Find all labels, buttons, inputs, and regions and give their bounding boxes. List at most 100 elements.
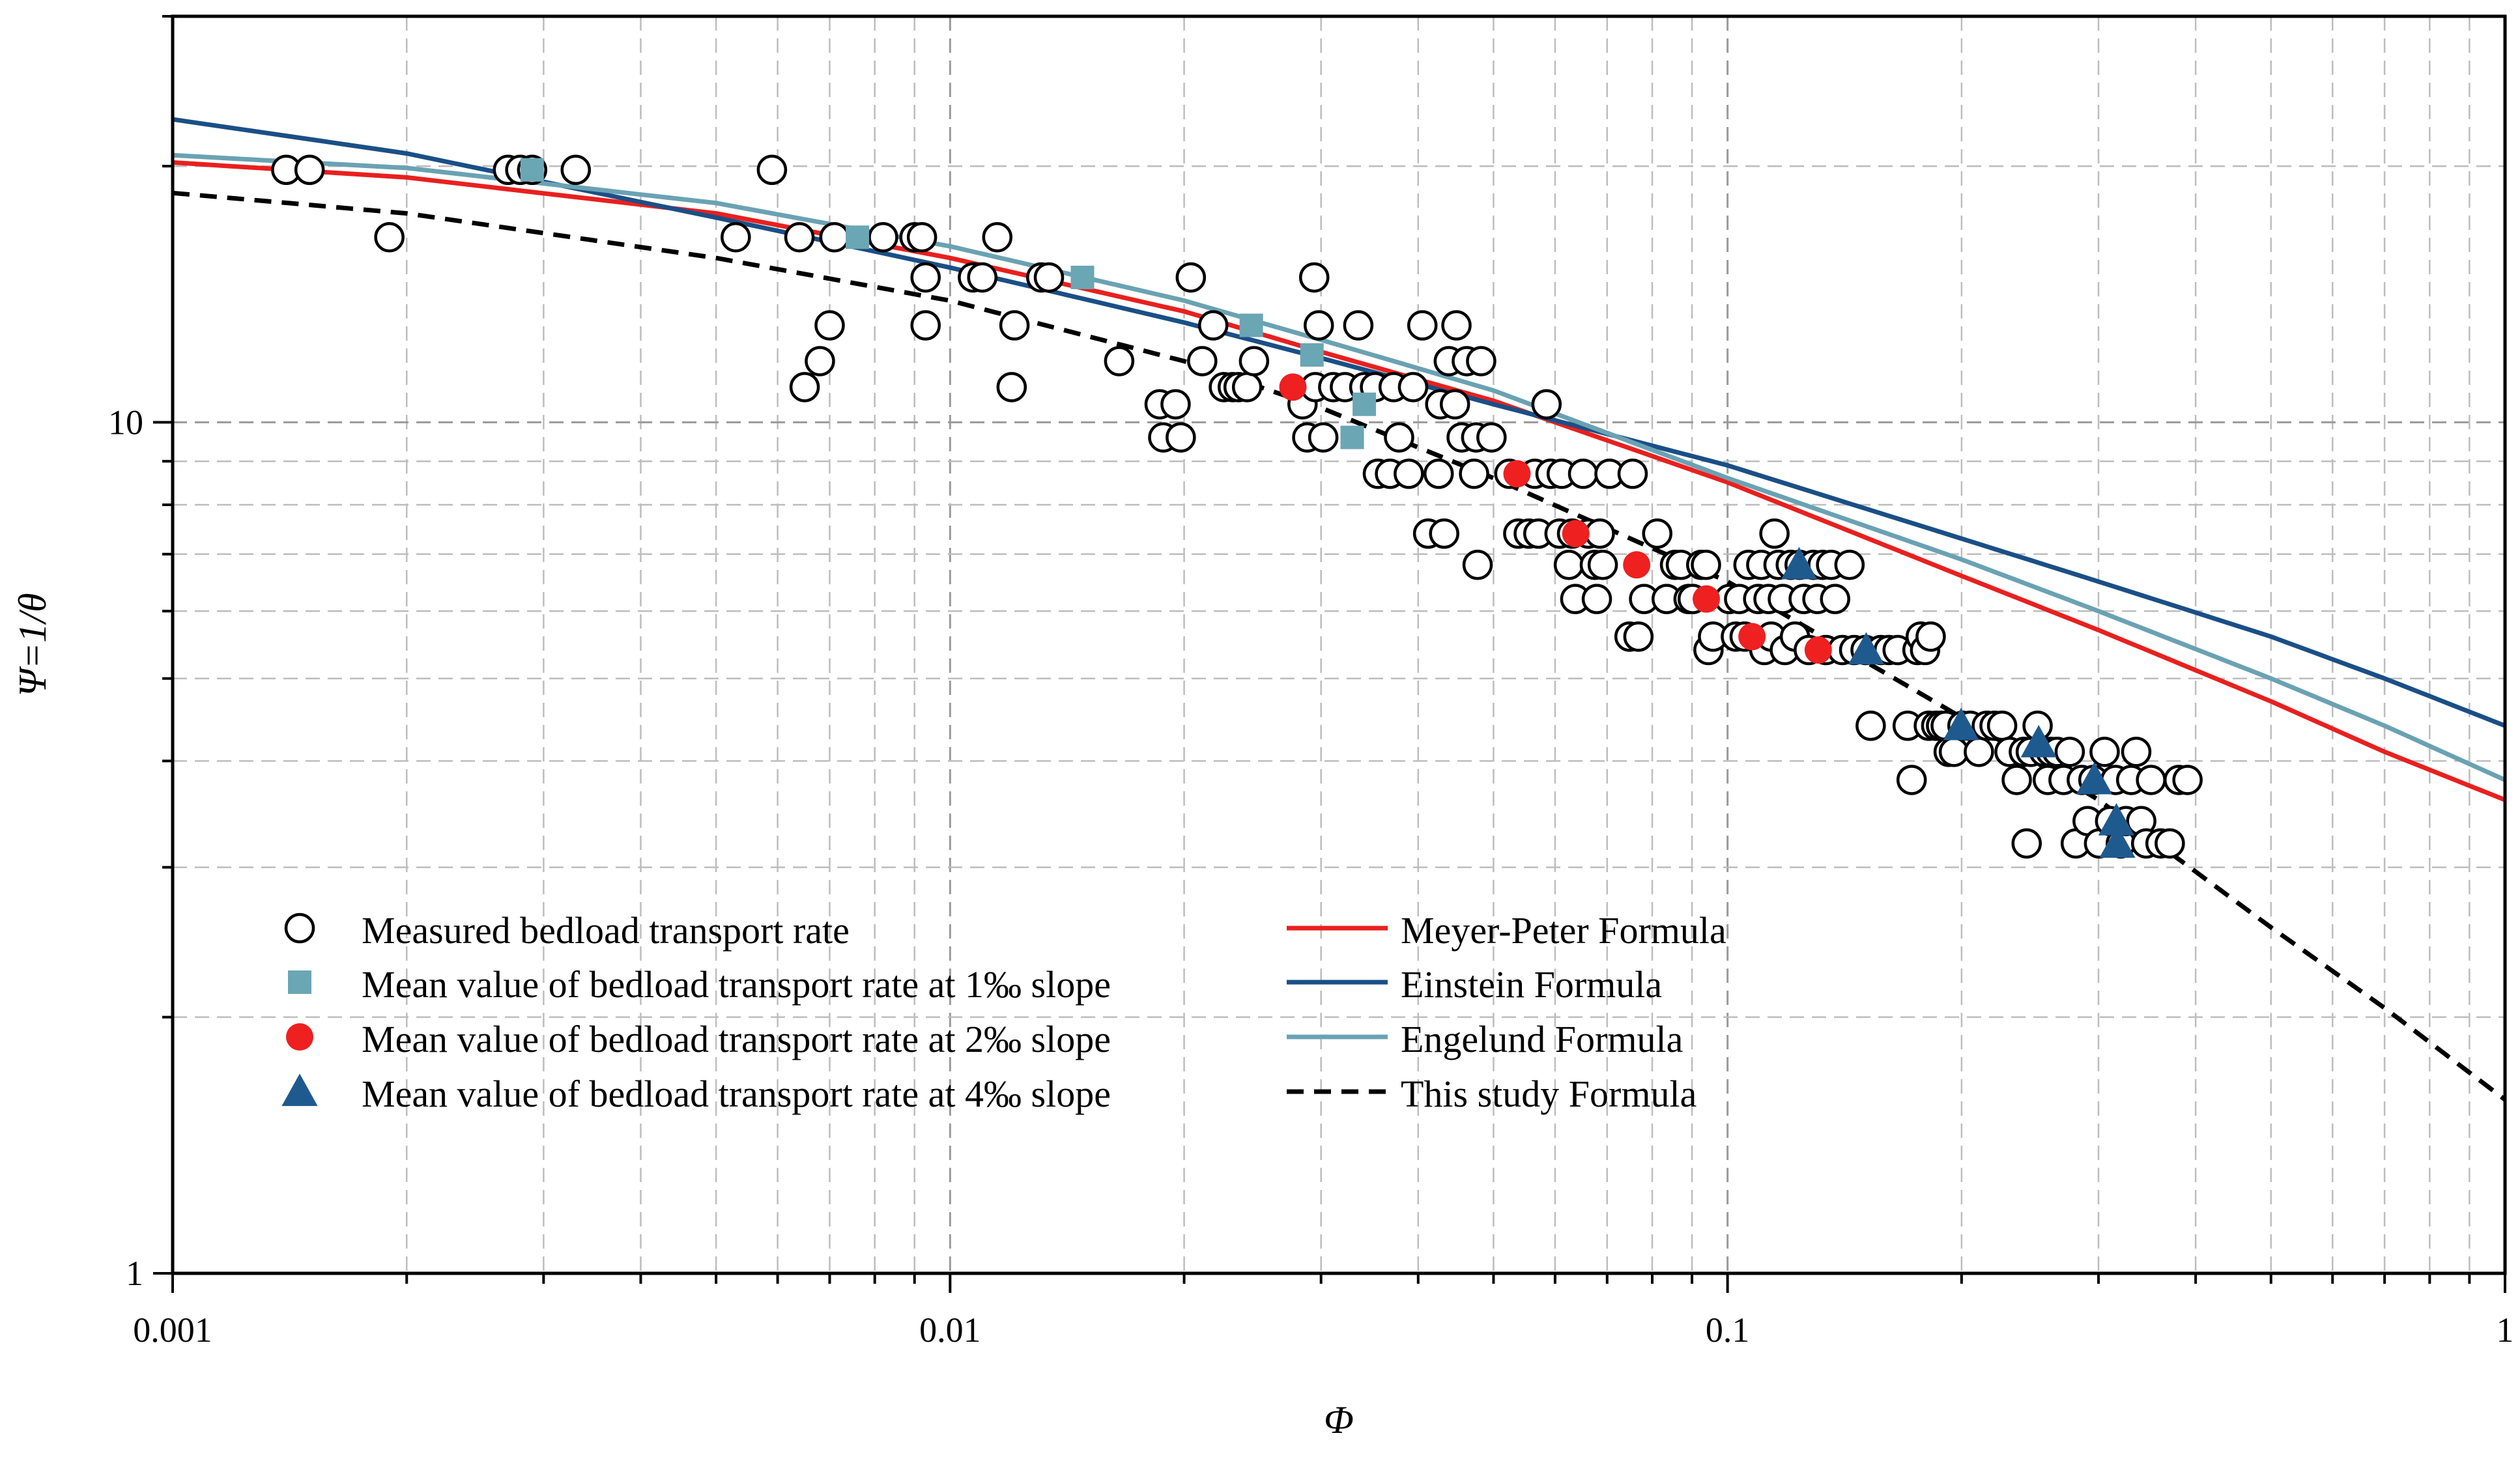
measured-point: [1476, 422, 1507, 453]
mean-point-series-3: [1943, 707, 1979, 741]
x-tick-label: 0.1: [1706, 1310, 1750, 1350]
measured-point: [1394, 459, 1424, 489]
legend-label-einstein-formula: Einstein Formula: [1401, 963, 1662, 1006]
measured-point: [1187, 346, 1218, 376]
mean-point-series-3: [1848, 632, 1885, 665]
legend-label-this-study-formula: This study Formula: [1401, 1073, 1697, 1115]
mean-point-series-3: [1781, 546, 1818, 580]
mean-point-series-2: [1503, 460, 1531, 488]
measured-point: [1462, 549, 1493, 580]
measured-point: [1834, 549, 1865, 580]
formula-curves: [172, 117, 2507, 1102]
mean-point-series-1: [846, 225, 870, 249]
legend-marker-3: [286, 1023, 313, 1051]
measured-point: [982, 221, 1013, 253]
measured-point: [996, 372, 1027, 403]
y-tick-label: 10: [108, 403, 143, 442]
measured-point: [1166, 422, 1196, 453]
einstein-formula-curve: [172, 117, 2506, 728]
axis-ticks: 0.001 0.01 0.1 1 1 10: [108, 15, 2514, 1350]
measured-point: [1581, 584, 1612, 614]
measured-point: [868, 221, 898, 253]
measured-point: [1033, 262, 1065, 293]
y-axis-label: Ψ=1/θ: [11, 593, 54, 697]
measured-point: [1303, 310, 1334, 341]
measured-point: [784, 221, 815, 253]
measured-point: [1175, 262, 1207, 293]
axis-labels: Φ Ψ=1/θ: [11, 593, 1354, 1441]
x-tick-label: 0.01: [919, 1310, 981, 1350]
mean-point-series-3: [2076, 761, 2113, 795]
measured-point: [2011, 828, 2042, 859]
measured-point: [906, 221, 938, 253]
measured-point: [1439, 389, 1470, 419]
measured-point: [2054, 737, 2085, 767]
mean-point-series-2: [1623, 551, 1651, 579]
y-tick-label: 1: [126, 1254, 143, 1293]
measured-point: [1104, 346, 1135, 376]
measured-point: [1820, 584, 1850, 614]
measured-point: [1617, 459, 1648, 489]
measured-point: [2089, 737, 2120, 767]
engelund-formula-curve: [172, 152, 2506, 782]
measured-point: [1343, 310, 1374, 341]
measured-point: [1441, 310, 1472, 341]
mean-point-series-3: [2099, 825, 2136, 858]
measured-point: [1896, 765, 1927, 795]
measured-point: [999, 310, 1030, 341]
measured-point: [1423, 459, 1454, 489]
measured-point: [805, 346, 835, 376]
x-tick-label: 0.001: [133, 1310, 212, 1350]
measured-point: [1986, 711, 2018, 741]
mean-point-series-3: [2098, 802, 2135, 836]
measured-point: [967, 262, 997, 293]
measured-point: [910, 310, 941, 341]
mean-point-series-3: [2020, 725, 2057, 757]
measured-point: [1568, 459, 1599, 489]
measured-point: [1459, 459, 1489, 489]
measured-point: [1587, 549, 1618, 580]
meyer-peter-formula-curve: [172, 160, 2506, 802]
measured-point: [1384, 422, 1414, 453]
legend-label-2: Mean value of bedload transport rate at …: [362, 963, 1111, 1006]
measured-point: [2172, 765, 2203, 795]
mean-point-series-2: [1279, 373, 1307, 401]
measured-point: [1308, 422, 1339, 453]
mean-point-series-1: [1340, 425, 1364, 449]
measured-point: [1964, 737, 1994, 767]
legend-label-3: Mean value of bedload transport rate at …: [362, 1018, 1111, 1060]
legend-label-1: Measured bedload transport rate: [362, 909, 850, 952]
measured-point: [1231, 372, 1263, 403]
measured-point: [2136, 765, 2166, 795]
mean-point-series-1: [1353, 392, 1377, 416]
measured-point: [789, 372, 820, 403]
measured-point: [1397, 372, 1429, 403]
mean-point-series-1: [1300, 343, 1324, 367]
measured-point: [1584, 518, 1615, 549]
mean-point-series-2: [1562, 520, 1590, 548]
mean-point-series-1: [520, 158, 544, 182]
measured-point: [1553, 549, 1584, 580]
measured-point: [294, 154, 325, 186]
mean-point-series-2: [1693, 585, 1721, 613]
x-axis-label: Φ: [1324, 1398, 1354, 1441]
legend: Measured bedload transport rate Mean valu…: [281, 909, 1726, 1115]
measured-point: [1466, 346, 1496, 376]
legend-marker-1: [284, 912, 315, 944]
measured-point: [1938, 737, 1969, 767]
measured-point: [1855, 711, 1886, 741]
measured-point: [819, 221, 850, 253]
measured-point: [1429, 518, 1459, 549]
measured-point: [721, 221, 751, 253]
this-study-formula-curve: [172, 190, 2507, 1102]
measured-point: [374, 221, 405, 253]
measured-point: [1691, 549, 1721, 580]
measured-point: [1239, 346, 1270, 376]
measured-point: [1623, 621, 1654, 652]
mean-point-series-1: [1239, 313, 1263, 337]
measured-point: [1531, 389, 1562, 419]
mean-point-series-2: [1738, 623, 1766, 651]
legend-label-meyer-peter-formula: Meyer-Peter Formula: [1401, 909, 1726, 952]
